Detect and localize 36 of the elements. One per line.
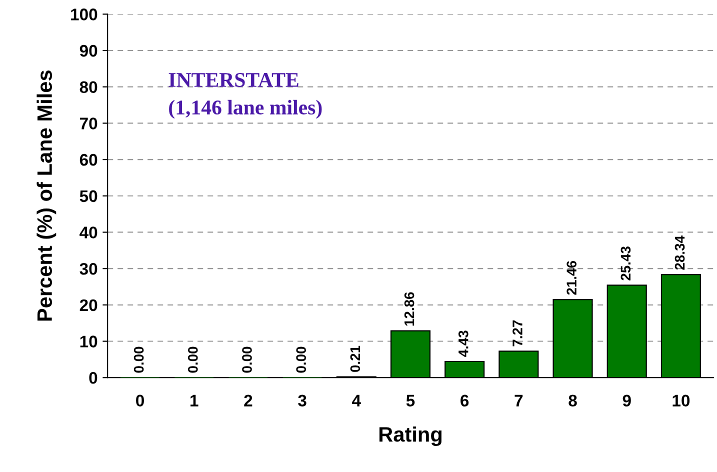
x-tick-label: 7 bbox=[514, 394, 523, 406]
y-tick-label: 40 bbox=[80, 226, 98, 238]
y-tick-label: 100 bbox=[71, 8, 98, 20]
data-label: 25.43 bbox=[620, 246, 631, 280]
data-label: 0.00 bbox=[296, 346, 306, 373]
x-tick-label: 1 bbox=[190, 394, 198, 406]
x-tick-label: 8 bbox=[568, 394, 577, 407]
y-axis-title: Percent (%) of Lane Miles bbox=[36, 70, 56, 321]
y-tick-label: 50 bbox=[80, 190, 98, 202]
x-tick-label: 5 bbox=[406, 394, 415, 407]
y-tick-label: 0 bbox=[89, 372, 98, 384]
x-axis-title: Rating bbox=[379, 426, 442, 446]
data-label: 0.21 bbox=[350, 346, 360, 372]
data-label: 21.46 bbox=[566, 260, 576, 295]
data-label: 7.27 bbox=[512, 320, 522, 346]
y-tick-label: 60 bbox=[80, 154, 98, 166]
x-tick-label: 6 bbox=[460, 394, 469, 407]
data-label: 0.00 bbox=[188, 346, 198, 373]
x-tick-label: 3 bbox=[298, 394, 306, 407]
y-tick-label: 80 bbox=[80, 81, 98, 94]
annotation: INTERSTATE (1,146 lane miles) bbox=[168, 72, 322, 119]
data-label: 28.34 bbox=[674, 236, 685, 270]
data-label: 4.43 bbox=[458, 330, 468, 357]
x-tick-label: 9 bbox=[622, 394, 631, 407]
y-tick-label: 20 bbox=[80, 299, 98, 312]
y-tick-label: 10 bbox=[80, 336, 98, 348]
x-tick-label: 2 bbox=[244, 394, 252, 406]
data-label: 0.00 bbox=[134, 346, 144, 373]
y-tick-label: 90 bbox=[80, 44, 98, 57]
y-tick-label: 30 bbox=[80, 262, 98, 275]
y-tick-label: 70 bbox=[80, 118, 98, 130]
data-label: 12.86 bbox=[404, 292, 414, 326]
data-label: 0.00 bbox=[242, 346, 252, 373]
x-tick-label: 0 bbox=[136, 394, 144, 407]
x-tick-label: 4 bbox=[352, 394, 361, 406]
x-tick-label: 10 bbox=[672, 394, 690, 407]
